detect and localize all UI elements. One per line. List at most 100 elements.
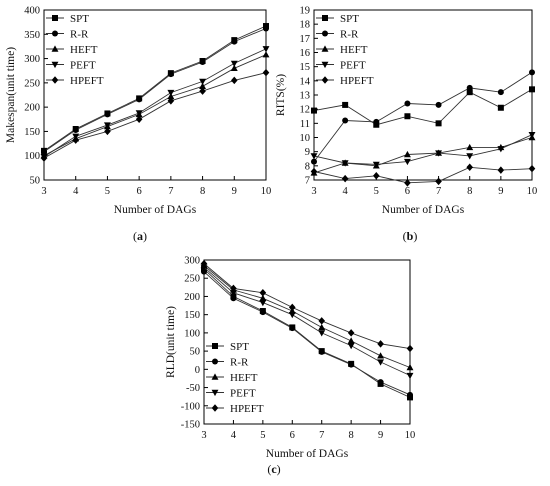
data-point <box>435 150 443 157</box>
data-point <box>229 290 237 297</box>
data-point <box>259 309 266 316</box>
series-peft <box>40 46 270 161</box>
data-point <box>262 51 270 58</box>
data-point <box>41 148 47 155</box>
x-tick-label: 3 <box>41 186 46 197</box>
x-tick-label: 7 <box>436 186 441 197</box>
data-point <box>310 167 318 176</box>
x-tick-label: 10 <box>527 186 538 197</box>
x-tick-label: 10 <box>261 186 272 197</box>
data-point <box>435 120 442 127</box>
data-point <box>342 117 349 124</box>
y-tick-label: 50 <box>30 176 41 187</box>
data-point <box>404 179 411 187</box>
data-point <box>466 84 473 91</box>
data-point <box>201 268 207 275</box>
data-point <box>466 89 473 96</box>
series-r-r <box>41 25 269 155</box>
y-tick-label: 50 <box>190 347 201 358</box>
y-tick-label: 13 <box>300 91 311 102</box>
y-tick-label: 16 <box>300 48 311 59</box>
panel-label: (b) <box>403 229 418 243</box>
legend-label: PEFT <box>230 388 256 400</box>
legend-marker <box>52 15 58 21</box>
series-line <box>313 137 533 174</box>
data-point <box>407 391 413 398</box>
data-point <box>341 174 349 183</box>
series-line <box>313 166 533 184</box>
data-point <box>230 76 238 85</box>
data-point <box>347 342 355 350</box>
x-tick-label: 3 <box>201 430 206 441</box>
data-point <box>104 111 111 118</box>
legend-label: SPT <box>70 13 89 25</box>
legend: SPT R-R HEFT PEFT HPEFT <box>206 341 264 415</box>
legend-label: HEFT <box>340 44 368 56</box>
legend-label: HPEFT <box>230 403 264 415</box>
y-tick-label: 350 <box>24 30 40 41</box>
data-point <box>404 113 411 120</box>
legend-marker <box>211 389 219 397</box>
data-point <box>318 323 326 331</box>
data-point <box>230 295 237 302</box>
legend-marker <box>321 76 329 84</box>
data-point <box>103 122 111 129</box>
data-point <box>466 163 474 171</box>
y-tick-label: 150 <box>184 310 200 321</box>
series-line <box>203 266 411 376</box>
x-tick-label: 9 <box>378 430 383 441</box>
series-line <box>313 88 533 126</box>
x-tick-label: 6 <box>405 186 410 197</box>
series-hpeft <box>200 259 414 353</box>
data-point <box>230 284 237 293</box>
series-r-r <box>311 69 535 165</box>
data-point <box>497 166 505 174</box>
legend-marker <box>52 30 58 37</box>
data-point <box>466 143 474 151</box>
data-point <box>318 330 326 337</box>
data-point <box>347 337 355 344</box>
data-point <box>404 100 411 107</box>
series-line <box>43 25 267 152</box>
data-point <box>259 289 267 297</box>
data-point <box>104 127 111 136</box>
data-point <box>497 89 504 96</box>
data-point <box>377 340 384 348</box>
x-axis-label: Number of DAGs <box>114 204 197 216</box>
data-point <box>372 172 380 180</box>
chart-c: -150 -100 -50 0 50 100 150 200 250 300 3 4 5 6 7 8 9 10 Nu… <box>165 256 415 477</box>
series-line <box>203 265 411 368</box>
series-hpeft <box>40 68 270 162</box>
data-point <box>403 150 411 158</box>
series-line <box>203 271 411 396</box>
data-point <box>262 46 270 53</box>
data-point <box>230 60 238 68</box>
series-line <box>203 268 411 398</box>
x-tick-label: 6 <box>137 186 142 197</box>
data-point <box>528 164 536 173</box>
data-point <box>288 311 296 319</box>
data-point <box>167 89 175 97</box>
y-tick-label: 15 <box>300 62 311 73</box>
legend-marker <box>321 61 329 69</box>
y-tick-label: 17 <box>300 34 311 45</box>
y-tick-label: 250 <box>184 274 200 285</box>
series-r-r <box>201 268 413 398</box>
legend: SPT R-R HEFT PEFT HPEFT <box>46 13 104 87</box>
data-point <box>135 110 143 117</box>
legend-label: HEFT <box>230 372 258 384</box>
data-point <box>259 299 267 307</box>
data-point <box>199 78 207 85</box>
x-tick-label: 9 <box>498 186 503 197</box>
x-tick-label: 8 <box>349 430 354 441</box>
series-line <box>313 71 533 162</box>
y-tick-label: -100 <box>181 401 200 412</box>
y-tick-label: 100 <box>184 328 200 339</box>
y-tick-label: 7 <box>305 176 310 187</box>
legend-marker <box>322 30 328 37</box>
data-point <box>72 126 79 133</box>
data-point <box>529 69 535 76</box>
data-point <box>167 97 175 105</box>
